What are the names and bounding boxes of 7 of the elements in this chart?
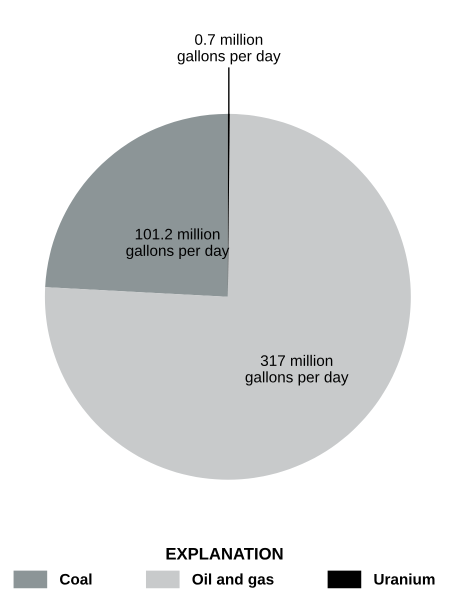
legend-title: EXPLANATION <box>166 548 282 560</box>
legend-label: Coal <box>60 573 92 585</box>
data-label: 101.2 million gallons per day <box>126 228 230 260</box>
legend-label: Uranium <box>374 573 434 585</box>
legend-label: Oil and gas <box>192 573 274 588</box>
data-label: 0.7 million gallons per day <box>178 34 281 64</box>
data-label: 317 million gallons per day <box>246 354 349 386</box>
